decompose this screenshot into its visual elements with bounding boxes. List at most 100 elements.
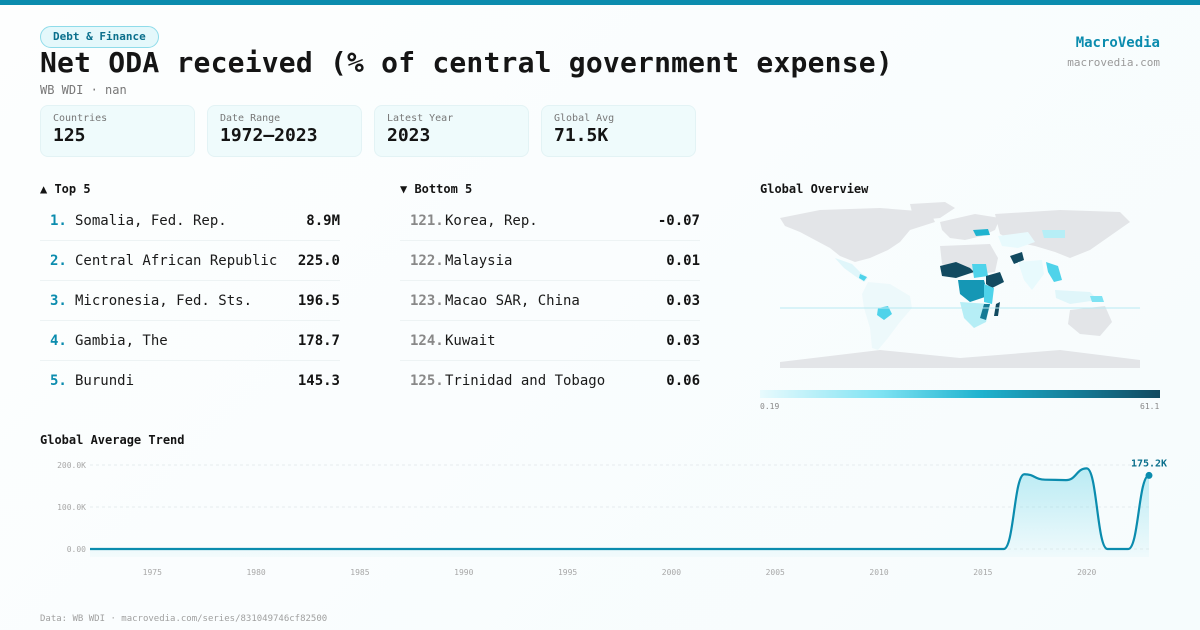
region-afghanistan[interactable] (1010, 252, 1024, 264)
rank: 123. (410, 292, 444, 309)
x-tick-label: 2000 (662, 568, 681, 577)
country-name: Somalia, Fed. Rep. (75, 212, 227, 229)
region-central-asia[interactable] (998, 232, 1035, 248)
x-tick-label: 1995 (558, 568, 577, 577)
region-central-america-high[interactable] (859, 274, 867, 281)
rank: 4. (50, 332, 67, 349)
top5-list: 1. Somalia, Fed. Rep. 8.9M 2. Central Afric… (40, 201, 340, 401)
stat-label: Countries (53, 113, 108, 124)
x-tick-label: 1990 (454, 568, 473, 577)
country-value: 0.01 (666, 252, 700, 269)
country-value: 225.0 (297, 252, 340, 269)
rank: 124. (410, 332, 444, 349)
x-tick-label: 2010 (869, 568, 888, 577)
trend-heading: Global Average Trend (40, 433, 185, 447)
legend-min-label: 0.19 (760, 402, 780, 411)
rank: 122. (410, 252, 444, 269)
region-north-america[interactable] (780, 208, 935, 262)
country-name: Trinidad and Tobago (445, 373, 606, 389)
brand-logo[interactable]: MacroVedia (1075, 35, 1160, 51)
country-value: 196.5 (297, 292, 340, 309)
top-accent-bar (0, 0, 1200, 5)
country-name: Gambia, The (75, 332, 168, 349)
stat-value: 1972–2023 (220, 125, 318, 146)
x-tick-label: 1980 (246, 568, 265, 577)
country-name: Micronesia, Fed. Sts. (75, 292, 253, 309)
country-value: 0.06 (666, 373, 700, 389)
trend-area (90, 468, 1149, 557)
region-east-africa[interactable] (984, 284, 994, 304)
region-central-africa[interactable] (958, 280, 988, 302)
region-madagascar[interactable] (994, 302, 1000, 316)
rank: 1. (50, 212, 67, 229)
rank: 2. (50, 252, 67, 269)
country-value: 0.03 (666, 332, 700, 349)
country-value: 0.03 (666, 292, 700, 309)
bottom5-list: 121. Korea, Rep. -0.07 122. Malaysia 0.01 12… (400, 201, 700, 401)
stat-label: Date Range (220, 113, 281, 124)
list-item[interactable]: 4. Gambia, The 178.7 (40, 321, 340, 361)
stat-card-global-avg: Global Avg 71.5K (541, 105, 696, 157)
bottom5-heading: ▼ Bottom 5 (400, 182, 473, 196)
list-item[interactable]: 123. Macao SAR, China 0.03 (400, 281, 700, 321)
trend-line (90, 467, 1150, 551)
rank: 3. (50, 292, 67, 309)
region-south-asia[interactable] (1018, 260, 1044, 290)
region-indonesia[interactable] (1055, 290, 1098, 304)
list-item[interactable]: 122. Malaysia 0.01 (400, 241, 700, 281)
list-item[interactable]: 5. Burundi 145.3 (40, 361, 340, 401)
country-name: Macao SAR, China (445, 292, 580, 309)
brand-url[interactable]: macrovedia.com (1067, 56, 1160, 69)
region-sahel-high[interactable] (940, 262, 974, 278)
region-europe[interactable] (940, 214, 1000, 240)
legend-max-label: 61.1 (1140, 402, 1160, 411)
page-subtitle: WB WDI · nan (40, 83, 127, 97)
list-item[interactable]: 125. Trinidad and Tobago 0.06 (400, 361, 700, 401)
category-badge[interactable]: Debt & Finance (40, 26, 159, 48)
x-tick-label: 2015 (973, 568, 992, 577)
x-tick-label: 2005 (766, 568, 785, 577)
stat-value: 71.5K (554, 125, 609, 146)
x-tick-label: 1985 (350, 568, 369, 577)
list-item[interactable]: 2. Central African Republic 225.0 (40, 241, 340, 281)
country-value: 145.3 (297, 373, 340, 389)
region-mongolia[interactable] (1042, 230, 1065, 238)
y-tick-label: 200.0K (57, 461, 86, 470)
x-tick-label: 1975 (143, 568, 162, 577)
region-bolivia[interactable] (877, 306, 892, 320)
stat-value: 2023 (387, 125, 431, 146)
country-value: 8.9M (306, 212, 340, 229)
region-antarctica[interactable] (780, 350, 1140, 368)
page-title: Net ODA received (% of central governmen… (40, 46, 893, 79)
stat-card-latest-year: Latest Year 2023 (374, 105, 529, 157)
region-greenland[interactable] (910, 202, 955, 220)
stat-value: 125 (53, 125, 86, 146)
list-item[interactable]: 3. Micronesia, Fed. Sts. 196.5 (40, 281, 340, 321)
world-choropleth-map[interactable] (760, 200, 1160, 370)
rank: 125. (410, 373, 444, 389)
trend-chart: 0.00 100.0K 200.0K 1975 1980 1985 1990 1995 200… (57, 458, 1167, 577)
country-value: 178.7 (297, 332, 340, 349)
map-legend-gradient (760, 390, 1160, 398)
country-name: Kuwait (445, 332, 496, 349)
region-ethiopia[interactable] (986, 272, 1004, 288)
country-name: Korea, Rep. (445, 212, 538, 229)
country-name: Central African Republic (75, 252, 278, 269)
region-ukraine[interactable] (973, 229, 990, 236)
region-sudan[interactable] (972, 264, 988, 278)
list-item[interactable]: 1. Somalia, Fed. Rep. 8.9M (40, 201, 340, 241)
stat-card-countries: Countries 125 (40, 105, 195, 157)
country-value: -0.07 (657, 212, 700, 229)
stat-card-date-range: Date Range 1972–2023 (207, 105, 362, 157)
region-png[interactable] (1090, 296, 1104, 302)
region-southeast-asia[interactable] (1046, 262, 1062, 282)
list-item[interactable]: 121. Korea, Rep. -0.07 (400, 201, 700, 241)
x-tick-label: 2020 (1077, 568, 1096, 577)
region-australia[interactable] (1068, 306, 1112, 336)
trend-last-point[interactable] (1145, 471, 1153, 479)
map-heading: Global Overview (760, 182, 869, 196)
footer-source[interactable]: Data: WB WDI · macrovedia.com/series/831… (40, 614, 328, 624)
stat-label: Global Avg (554, 113, 615, 124)
y-tick-label: 0.00 (67, 545, 86, 554)
list-item[interactable]: 124. Kuwait 0.03 (400, 321, 700, 361)
